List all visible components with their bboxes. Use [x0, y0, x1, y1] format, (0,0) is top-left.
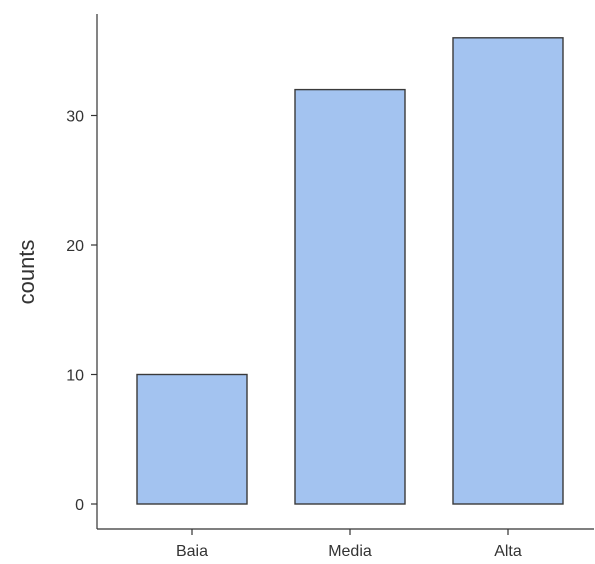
y-tick-label-30: 30	[66, 109, 84, 126]
y-tick-label-10: 10	[66, 368, 84, 385]
y-axis-title: counts	[14, 240, 39, 305]
x-ticks-group: Baia Media Alta	[176, 529, 522, 560]
bar-alta	[452, 37, 564, 505]
y-tick-label-0: 0	[75, 497, 84, 514]
y-ticks-group: 0 10 20 30	[66, 109, 97, 514]
x-tick-label-alta: Alta	[494, 543, 522, 560]
bar-media	[294, 88, 406, 505]
y-tick-label-20: 20	[66, 238, 84, 255]
x-tick-label-baia: Baia	[176, 543, 208, 560]
bar-baia	[136, 373, 248, 505]
bars-group	[136, 37, 564, 505]
axes-group	[96, 14, 594, 530]
x-tick-label-media: Media	[328, 543, 372, 560]
